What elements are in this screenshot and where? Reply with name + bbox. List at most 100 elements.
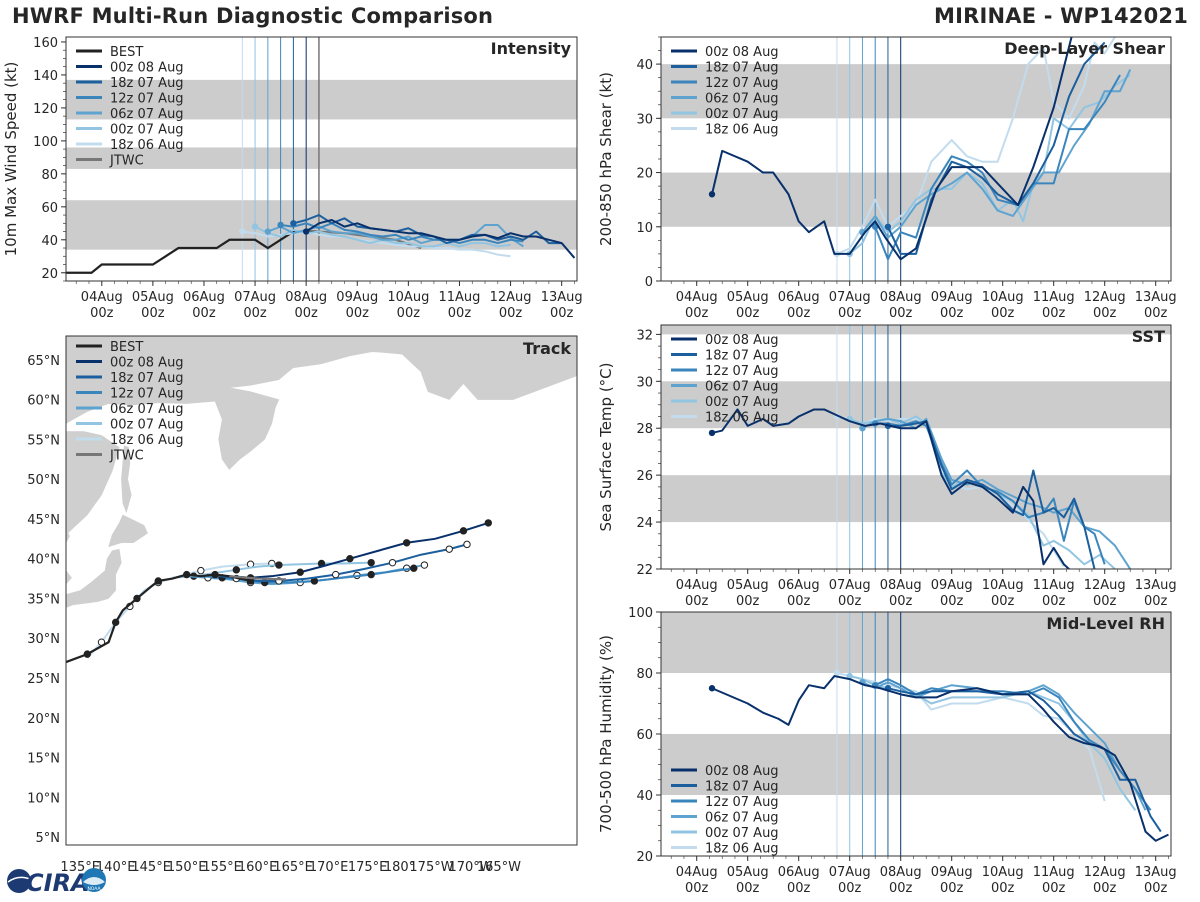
intensity-legend-best-label: BEST xyxy=(110,45,143,60)
track-series-2-point xyxy=(367,570,375,579)
rh-ytick-label-2: 60 xyxy=(636,728,653,743)
rh-legend-run-4-label: 00z 07 Aug xyxy=(705,826,779,841)
track-series-0-point xyxy=(484,519,492,527)
intensity-xtick-sublabel-0: 00z xyxy=(90,306,114,321)
intensity-xtick-label-6: 10Aug xyxy=(387,290,429,305)
intensity-frame xyxy=(65,36,578,282)
track-lat-label-5: 30°N xyxy=(27,632,60,647)
rh-xtick-sublabel-3: 00z xyxy=(838,881,862,896)
rh-xtick-label-5: 09Aug xyxy=(931,865,973,880)
shear-xtick-label-6: 10Aug xyxy=(982,290,1024,305)
rh-xtick-label-0: 04Aug xyxy=(676,865,718,880)
cira-logo-text: CIRA xyxy=(26,869,90,897)
intensity-xtick-label-3: 07Aug xyxy=(234,290,276,305)
shear-legend-run-3-label: 06z 07 Aug xyxy=(705,92,779,107)
shear-legend-run-4-label: 00z 07 Aug xyxy=(705,107,779,122)
rh-xtick-sublabel-6: 00z xyxy=(991,881,1015,896)
intensity-ytick-label-1: 40 xyxy=(41,234,58,249)
shear-xtick-label-7: 11Aug xyxy=(1033,290,1075,305)
sst-ytick-label-4: 30 xyxy=(636,375,653,390)
sst-xtick-label-1: 05Aug xyxy=(727,578,769,593)
shear-series-1 xyxy=(887,41,1106,255)
track-panel: 5°N 10°N 15°N 20°N 25°N 30°N 35°N 40°N 45°N 50°N 5… xyxy=(27,335,578,875)
sst-xtick-sublabel-5: 00z xyxy=(940,594,964,609)
rh-ytick-label-1: 40 xyxy=(636,789,653,804)
sst-xtick-label-8: 12Aug xyxy=(1084,578,1126,593)
sst-xtick-sublabel-2: 00z xyxy=(787,594,811,609)
sst-panel-title: SST xyxy=(1132,327,1165,346)
track-lon-label-9: 180° xyxy=(384,860,415,875)
track-legend-run-3-label: 06z 07 Aug xyxy=(110,402,184,417)
track-best-point xyxy=(133,594,141,603)
intensity-legend-jtwc-label: JTWC xyxy=(109,154,144,169)
track-series-5-point xyxy=(197,566,205,575)
intensity-xtick-sublabel-9: 00z xyxy=(550,306,574,321)
intensity-ytick-label-6: 140 xyxy=(33,69,58,84)
intensity-xtick-label-0: 04Aug xyxy=(81,290,123,305)
shear-ytick-label-4: 40 xyxy=(636,58,653,73)
intensity-xtick-sublabel-1: 00z xyxy=(141,306,165,321)
sst-xtick-sublabel-6: 00z xyxy=(991,594,1015,609)
shear-xtick-sublabel-3: 00z xyxy=(838,306,862,321)
intensity-legend-run-1-label: 18z 07 Aug xyxy=(110,76,184,91)
intensity-xtick-label-8: 12Aug xyxy=(490,290,532,305)
sst-series-3 xyxy=(861,417,1132,569)
rh-xtick-sublabel-2: 00z xyxy=(787,881,811,896)
rh-panel-title: Mid-Level RH xyxy=(1046,614,1165,633)
track-legend-jtwc-label: JTWC xyxy=(109,449,144,464)
rh-xtick-sublabel-8: 00z xyxy=(1093,881,1117,896)
intensity-ytick-label-7: 160 xyxy=(33,36,58,51)
intensity-series-2 xyxy=(280,222,524,245)
rh-legend-run-5-label: 18z 06 Aug xyxy=(705,842,779,857)
shear-legend-run-0-label: 00z 08 Aug xyxy=(705,45,779,60)
track-series-1-point xyxy=(388,558,397,567)
sst-frame xyxy=(660,324,1172,570)
shear-xtick-sublabel-0: 00z xyxy=(685,306,709,321)
intensity-xtick-sublabel-7: 00z xyxy=(448,306,472,321)
shear-series-start-1 xyxy=(884,223,892,230)
intensity-series-start-4 xyxy=(251,223,259,230)
intensity-xtick-label-4: 08Aug xyxy=(285,290,327,305)
sst-plot-area xyxy=(661,325,1171,569)
rh-series-start-5 xyxy=(833,669,841,677)
track-series-4-point xyxy=(275,561,283,569)
rh-ytick-label-3: 80 xyxy=(636,667,653,682)
track-series-0-point xyxy=(296,568,304,576)
track-lon-label-11: 170°W xyxy=(448,860,492,875)
sst-legend-run-2-label: 12z 07 Aug xyxy=(705,364,779,379)
sst-xtick-sublabel-3: 00z xyxy=(838,594,862,609)
track-lat-label-6: 35°N xyxy=(27,592,60,607)
track-best-point xyxy=(111,618,120,627)
shear-xtick-label-1: 05Aug xyxy=(727,290,769,305)
track-lat-label-8: 45°N xyxy=(27,513,60,528)
intensity-xtick-sublabel-3: 00z xyxy=(243,306,267,321)
shear-xtick-label-9: 13Aug xyxy=(1135,290,1177,305)
track-lat-label-11: 60°N xyxy=(27,394,60,409)
intensity-xtick-label-2: 06Aug xyxy=(183,290,225,305)
sst-band-0 xyxy=(661,475,1171,523)
sst-xtick-label-0: 04Aug xyxy=(676,578,718,593)
sst-ytick-label-1: 24 xyxy=(636,516,653,531)
track-series-0-point xyxy=(346,554,354,563)
track-legend-run-2-label: 12z 07 Aug xyxy=(110,387,184,402)
track-lon-label-10: 175°W xyxy=(409,860,453,875)
intensity-band-2 xyxy=(66,79,577,120)
track-land-1 xyxy=(398,351,577,400)
shear-plot-area xyxy=(661,37,1171,281)
track-frame xyxy=(65,335,578,846)
sst-xtick-sublabel-9: 00z xyxy=(1144,594,1168,609)
intensity-series-start-2 xyxy=(277,221,284,229)
sst-xtick-sublabel-7: 00z xyxy=(1042,594,1066,609)
rh-band-1 xyxy=(661,612,1171,673)
intensity-ytick-label-4: 100 xyxy=(33,135,58,150)
rh-legend-run-0-label: 00z 08 Aug xyxy=(705,764,779,779)
shear-xtick-label-0: 04Aug xyxy=(676,290,718,305)
track-jtwc xyxy=(229,575,287,581)
rh-series-0 xyxy=(711,675,1169,842)
intensity-ytick-label-3: 80 xyxy=(41,168,58,183)
intensity-best-line xyxy=(66,230,319,274)
track-land-2 xyxy=(66,345,400,424)
track-lon-label-1: 140°E xyxy=(96,860,136,875)
shear-xtick-sublabel-9: 00z xyxy=(1144,306,1168,321)
